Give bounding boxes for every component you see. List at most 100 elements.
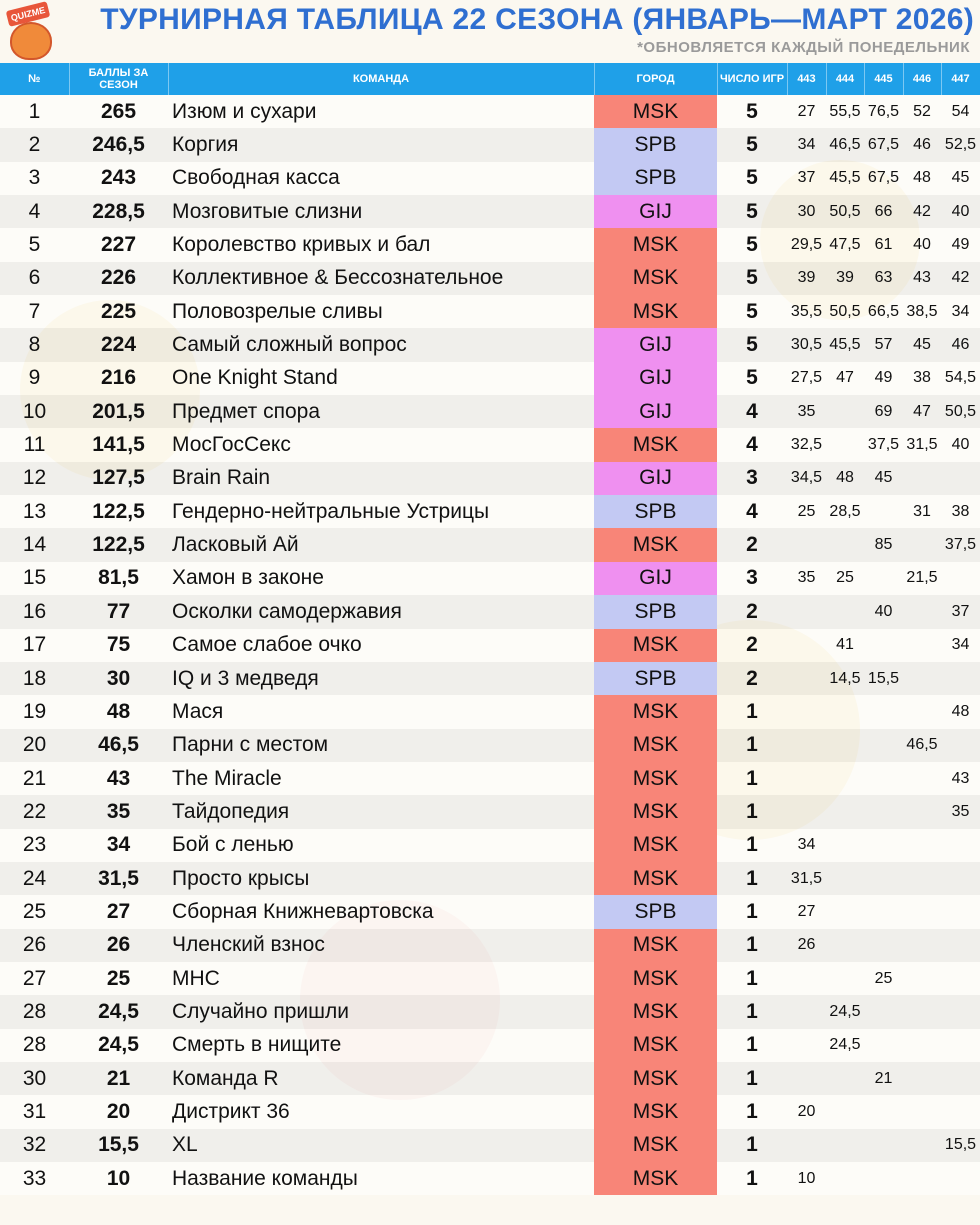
game-score-cell [903,629,941,662]
game-score-cell: 45,5 [829,336,861,354]
column-header-team[interactable]: КОМАНДА [168,63,595,95]
city-cell: MSK [594,228,717,262]
table-row[interactable]: 31 20 Дистрикт 36 MSK 1 20 [0,1095,980,1129]
table-header-row: № БАЛЛЫ ЗА СЕЗОН КОМАНДА ГОРОД ЧИСЛО ИГР… [0,63,980,95]
game-score-cell: 37 [797,169,816,187]
game-score-cell [826,428,864,461]
team-name-cell: Осколки самодержавия [172,599,402,623]
column-header-game-446[interactable]: 446 [903,63,942,95]
table-row[interactable]: 16 77 Осколки самодержавия SPB 2 40 37 [0,595,980,629]
table-row[interactable]: 13 122,5 Гендерно-нейтральные Устрицы SPB 4 2… [0,495,980,529]
game-score-cell [826,528,864,561]
games-count-cell: 2 [746,633,758,657]
city-cell: MSK [594,295,717,329]
team-name-cell: МНС [172,966,220,990]
points-cell: 26 [106,933,131,957]
table-row[interactable]: 28 24,5 Смерть в нищите MSK 1 24,5 [0,1028,980,1062]
table-row[interactable]: 30 21 Команда R MSK 1 21 [0,1061,980,1096]
points-cell: 77 [106,599,131,623]
game-score-cell [941,562,980,595]
table-row[interactable]: 4 228,5 Мозговитые слизни GIJ 5 30 50,5 66 42 40 [0,195,980,229]
city-cell: SPB [594,595,717,629]
column-header-game-447[interactable]: 447 [941,63,980,95]
game-score-cell [941,1162,980,1195]
table-row[interactable]: 33 10 Название команды MSK 1 10 [0,1162,980,1196]
games-count-cell: 1 [746,899,758,923]
table-row[interactable]: 5 227 Королевство кривых и бал MSK 5 29,5 47,5… [0,228,980,262]
table-row[interactable]: 8 224 Самый сложный вопрос GIJ 5 30,5 45,5 57 45… [0,328,980,362]
games-count-cell: 1 [746,733,758,757]
city-cell: GIJ [594,195,717,229]
game-score-cell [864,495,903,528]
game-score-cell [941,662,980,695]
city-cell: MSK [594,995,717,1029]
table-row[interactable]: 15 81,5 Хамон в законе GIJ 3 35 25 21,5 [0,561,980,596]
game-score-cell [787,662,826,695]
game-score-cell: 49 [951,236,970,254]
table-row[interactable]: 7 225 Половозрелые сливы MSK 5 35,5 50,5 66,5 38… [0,295,980,329]
table-row[interactable]: 12 127,5 Brain Rain GIJ 3 34,5 48 45 [0,461,980,496]
game-score-cell: 50,5 [829,202,861,220]
game-score-cell [903,1095,941,1128]
table-row[interactable]: 10 201,5 Предмет спора GIJ 4 35 69 47 50,5 [0,395,980,429]
table-row[interactable]: 11 141,5 МосГосСекс MSK 4 32,5 37,5 31,5 40 [0,428,980,462]
team-name-cell: Королевство кривых и бал [172,233,431,257]
game-score-cell: 27 [797,102,816,120]
rank-cell: 27 [22,966,47,990]
table-row[interactable]: 22 35 Тайдопедия MSK 1 35 [0,795,980,829]
game-score-cell [903,829,941,862]
update-note: *ОБНОВЛЯЕТСЯ КАЖДЫЙ ПОНЕДЕЛЬНИК [637,39,970,56]
logo-mascot-icon [10,22,52,60]
table-row[interactable]: 25 27 Сборная Книжневартовска SPB 1 27 [0,895,980,929]
table-row[interactable]: 20 46,5 Парни с местом MSK 1 46,5 [0,728,980,762]
column-header-city[interactable]: ГОРОД [594,63,718,95]
game-score-cell: 37,5 [944,536,977,554]
game-score-cell [903,662,941,695]
table-row[interactable]: 3 243 Свободная касса SPB 5 37 45,5 67,5 48 45 [0,161,980,196]
game-score-cell: 55,5 [829,102,861,120]
game-score-cell: 30,5 [790,336,823,354]
table-row[interactable]: 26 26 Членский взнос MSK 1 26 [0,928,980,962]
game-score-cell [864,895,903,928]
column-header-rank[interactable]: № [0,63,70,95]
column-header-points[interactable]: БАЛЛЫ ЗА СЕЗОН [69,63,169,95]
table-row[interactable]: 1 265 Изюм и сухари MSK 5 27 55,5 76,5 52 54 [0,95,980,129]
table-row[interactable]: 2 246,5 Коргия SPB 5 34 46,5 67,5 46 52,5 [0,128,980,162]
city-cell: SPB [594,161,717,196]
table-row[interactable]: 24 31,5 Просто крысы MSK 1 31,5 [0,861,980,896]
column-header-games[interactable]: ЧИСЛО ИГР [717,63,788,95]
city-cell: MSK [594,728,717,762]
city-cell: MSK [594,261,717,296]
table-row[interactable]: 18 30 IQ и 3 медведя SPB 2 14,5 15,5 [0,661,980,696]
city-cell: MSK [594,961,717,996]
table-row[interactable]: 6 226 Коллективное & Бессознательное MSK 5 39… [0,261,980,296]
column-header-game-443[interactable]: 443 [787,63,827,95]
game-score-cell [787,762,826,795]
points-cell: 224 [100,333,137,357]
game-score-cell [941,829,980,862]
game-score-cell [826,729,864,762]
game-score-cell: 67,5 [867,136,900,154]
team-name-cell: Смерть в нищите [172,1033,342,1057]
games-count-cell: 1 [746,766,758,790]
table-row[interactable]: 23 34 Бой с ленью MSK 1 34 [0,828,980,862]
table-row[interactable]: 14 122,5 Ласковый Ай MSK 2 85 37,5 [0,528,980,562]
games-count-cell: 4 [746,433,758,457]
points-cell: 43 [106,766,131,790]
column-header-game-444[interactable]: 444 [826,63,865,95]
points-cell: 246,5 [92,133,145,157]
city-cell: MSK [594,795,717,829]
games-count-cell: 1 [746,966,758,990]
table-row[interactable]: 21 43 The Miracle MSK 1 43 [0,761,980,796]
game-score-cell: 47 [836,369,854,387]
table-row[interactable]: 28 24,5 Случайно пришли MSK 1 24,5 [0,995,980,1029]
table-row[interactable]: 17 75 Самое слабое очко MSK 2 41 34 [0,628,980,662]
game-score-cell: 27 [797,902,816,920]
game-score-cell: 34 [797,136,816,154]
table-row[interactable]: 27 25 МНС MSK 1 25 [0,961,980,996]
table-row[interactable]: 19 48 Мася MSK 1 48 [0,695,980,729]
table-row[interactable]: 9 216 One Knight Stand GIJ 5 27,5 47 49 38 54,5 [0,361,980,396]
column-header-game-445[interactable]: 445 [864,63,904,95]
game-score-cell [903,929,941,962]
table-row[interactable]: 32 15,5 XL MSK 1 15,5 [0,1128,980,1162]
